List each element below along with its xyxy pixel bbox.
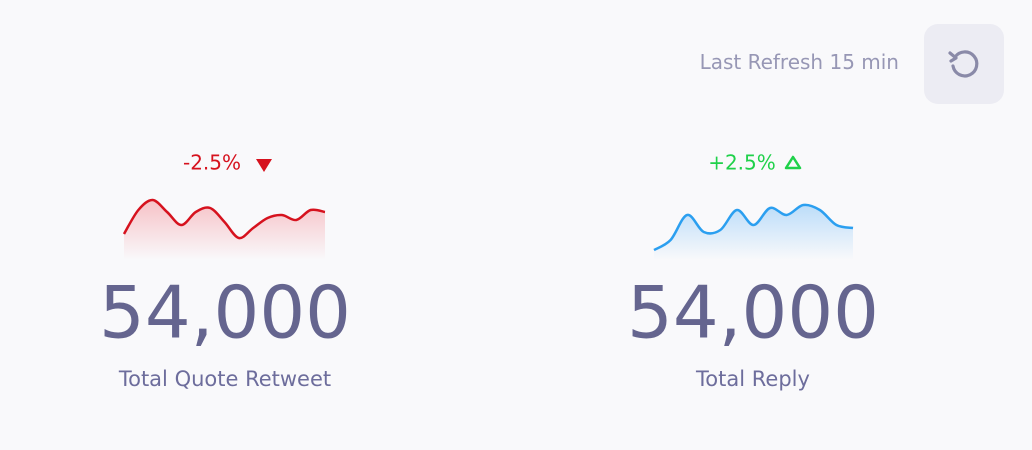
change: -2.5% — [183, 151, 241, 175]
up-arrow — [784, 155, 802, 170]
metric-label: Total Reply — [695, 367, 810, 391]
metric-value: 54,000 — [99, 271, 351, 355]
sparkline-area — [654, 204, 853, 260]
sparkline-area — [124, 199, 325, 260]
sparkline — [122, 198, 326, 240]
metric-value: 54,000 — [627, 271, 879, 355]
change: +2.5% — [708, 151, 776, 175]
refresh-button[interactable] — [924, 24, 1004, 104]
refresh-label: Last Refresh 15 min — [699, 50, 899, 74]
sparkline — [653, 203, 854, 252]
metric-label: Total Quote Retweet — [118, 367, 331, 391]
down-arrow — [256, 159, 272, 172]
refresh-icon — [948, 50, 979, 78]
